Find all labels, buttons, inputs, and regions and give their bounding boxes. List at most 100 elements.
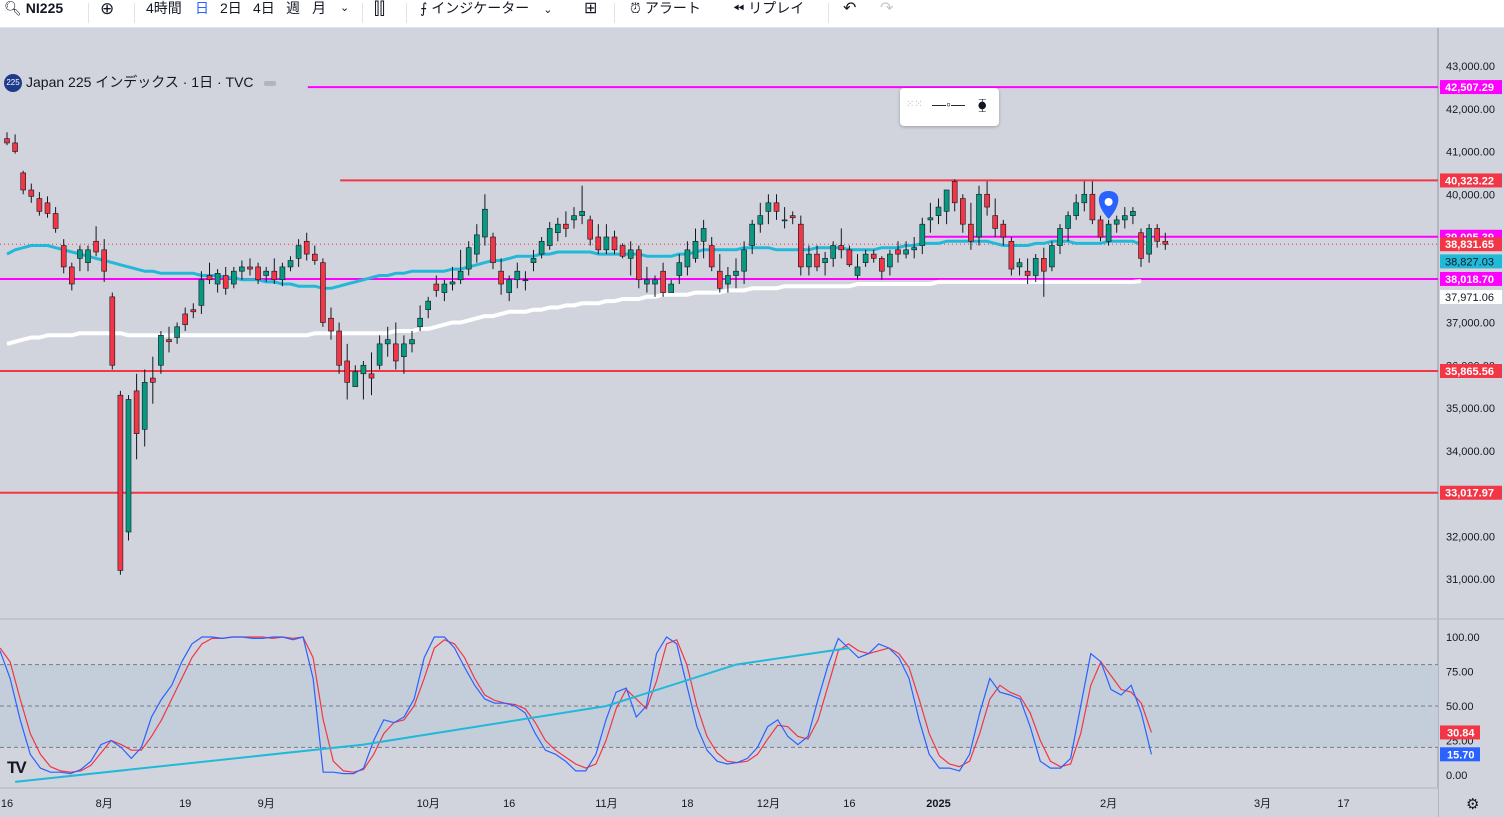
candle-body	[1097, 219, 1104, 238]
legend-toggle-icon[interactable]	[263, 80, 276, 86]
drag-handle-icon[interactable]: ⁙⁙	[906, 99, 923, 110]
candle-body	[328, 317, 334, 332]
candle-body	[725, 275, 731, 285]
candle-body	[587, 219, 594, 240]
candle-body	[595, 236, 602, 251]
interval-4d[interactable]: 4日	[253, 0, 275, 16]
candle-body	[401, 343, 407, 357]
candle-body	[352, 371, 359, 387]
candle-body	[814, 253, 820, 268]
price-line-label-bg	[1440, 363, 1502, 378]
replay-button[interactable]: ⏪︎ リプレイ	[733, 0, 805, 16]
price-label: 38,827.03	[1445, 256, 1494, 268]
candle-body	[231, 270, 237, 285]
symbol-search[interactable]: 🔍︎ NI225	[4, 0, 64, 16]
ma-fast-line	[6, 239, 1142, 290]
price-line-label-bg	[1440, 271, 1502, 286]
candle-body	[943, 189, 950, 212]
candle-body	[214, 273, 221, 285]
candle-body	[457, 270, 464, 281]
price-line-label: 38,018.70	[1445, 274, 1494, 286]
bar-style-icon[interactable]: ⫿⫿	[374, 0, 385, 18]
redo-icon[interactable]: ↷	[880, 0, 894, 17]
interval-4h[interactable]: 4時間	[146, 0, 182, 16]
candle-body	[530, 258, 537, 263]
candle-body	[295, 245, 302, 259]
candle-body	[733, 270, 739, 276]
candle-body	[506, 279, 513, 293]
time-tick-label: 18	[681, 798, 693, 810]
chevron-down-icon[interactable]: ⌄	[340, 2, 350, 14]
price-chart[interactable]: 31,000.0032,000.0033,000.0034,000.0035,0…	[0, 28, 1504, 817]
candle-body	[498, 270, 504, 285]
price-label: 37,971.06	[1445, 292, 1494, 304]
price-axis[interactable]	[1438, 28, 1504, 817]
time-tick-label: 16	[843, 798, 855, 810]
candle-body	[951, 181, 958, 204]
candle-body	[563, 223, 569, 229]
price-line-label: 33,017.97	[1445, 488, 1494, 500]
candle-body	[1073, 202, 1079, 216]
price-pane[interactable]	[0, 28, 1438, 618]
candle-body	[644, 279, 650, 285]
candle-body	[247, 266, 253, 270]
drawing-floating-toolbar[interactable]: ⁙⁙ —◦— ⧳	[900, 88, 999, 126]
vertical-line-icon[interactable]: ⧳	[978, 96, 987, 112]
candle-body	[182, 313, 188, 325]
candle-body	[109, 296, 116, 366]
interval-2d[interactable]: 2日	[220, 0, 242, 16]
candle-body	[263, 270, 270, 276]
candle-body	[425, 300, 432, 310]
candle-body	[1057, 228, 1063, 246]
candle-body	[141, 382, 148, 430]
price-label-bg	[1440, 237, 1502, 252]
legend-title: Japan 225 インデックス · 1日 · TVC	[26, 74, 254, 90]
price-line-label-bg	[1440, 80, 1502, 95]
templates-icon[interactable]: ⊞	[584, 0, 598, 17]
toolbar-divider	[614, 3, 615, 23]
stoch-tick-label: 100.00	[1446, 632, 1480, 644]
candle-body	[150, 377, 156, 383]
time-axis[interactable]	[0, 788, 1438, 817]
price-label-bg	[1440, 254, 1502, 269]
gear-icon[interactable]: ⚙︎	[1466, 796, 1480, 813]
stoch-k-line	[0, 636, 1152, 775]
alert-icon: ⏰︎	[630, 0, 641, 16]
candle-body	[1081, 193, 1088, 204]
interval-week[interactable]: 週	[286, 0, 300, 16]
candle-body	[60, 245, 67, 268]
candle-body	[255, 266, 261, 281]
stoch-trend-line[interactable]	[14, 647, 850, 783]
candle-body	[968, 223, 974, 242]
undo-icon[interactable]: ↶	[843, 0, 857, 17]
price-tick-label: 35,000.00	[1446, 403, 1495, 415]
time-tick-label: 16	[503, 798, 515, 810]
candle-body	[773, 202, 780, 212]
candle-body	[797, 223, 804, 268]
candle-body	[919, 223, 926, 246]
candle-body	[822, 258, 828, 263]
horizontal-line-icon[interactable]: —◦—	[932, 96, 965, 112]
candle-body	[279, 266, 286, 281]
candle-body	[303, 240, 310, 255]
candle-body	[611, 236, 618, 251]
alert-button[interactable]: ⏰︎ アラート	[630, 0, 701, 16]
candle-body	[789, 215, 796, 219]
candle-body	[708, 245, 715, 268]
interval-1d[interactable]: 日	[195, 0, 209, 16]
price-label-bg	[1440, 289, 1502, 304]
price-line-label: 40,323.22	[1445, 175, 1494, 187]
candle-body	[1049, 245, 1055, 268]
indicators-button[interactable]: ⨍ インジケーター ⌄	[420, 0, 553, 16]
candle-body	[878, 258, 885, 272]
candle-body	[376, 343, 383, 366]
candle-body	[684, 249, 691, 268]
add-symbol-icon[interactable]: ⊕	[100, 0, 115, 18]
candle-body	[368, 373, 375, 379]
candle-body	[52, 213, 59, 229]
candle-body	[449, 281, 456, 285]
interval-month[interactable]: 月	[312, 0, 326, 16]
candle-body	[716, 270, 723, 289]
price-tick-label: 40,000.00	[1446, 189, 1495, 201]
candle-body	[93, 240, 99, 253]
